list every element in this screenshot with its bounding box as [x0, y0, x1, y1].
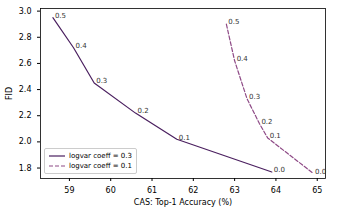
svg-text:0.1: 0.1 [179, 134, 190, 142]
svg-text:0.5: 0.5 [55, 12, 66, 20]
svg-text:0.0: 0.0 [315, 168, 326, 176]
svg-text:0.4: 0.4 [237, 55, 249, 63]
svg-text:0.2: 0.2 [261, 118, 272, 126]
svg-text:0.0: 0.0 [274, 166, 285, 174]
svg-text:65: 65 [312, 186, 322, 195]
svg-text:62: 62 [188, 186, 198, 195]
svg-text:1.8: 1.8 [19, 164, 32, 173]
svg-text:64: 64 [271, 186, 281, 195]
svg-text:3.0: 3.0 [19, 7, 32, 16]
svg-text:59: 59 [64, 186, 74, 195]
svg-text:FID: FID [5, 87, 14, 100]
html-text:logvar coeff = 0.3: logvar coeff = 0.3 [69, 152, 132, 160]
svg-text:2.0: 2.0 [19, 137, 32, 146]
svg-text:CAS: Top-1 Accuracy (%): CAS: Top-1 Accuracy (%) [134, 198, 232, 207]
svg-text:60: 60 [106, 186, 116, 195]
svg-text:0.2: 0.2 [138, 107, 149, 115]
svg-text:2.2: 2.2 [19, 111, 32, 120]
svg-text:2.6: 2.6 [19, 59, 32, 68]
svg-text:61: 61 [147, 186, 157, 195]
svg-text:0.3: 0.3 [249, 93, 260, 101]
svg-text:0.3: 0.3 [96, 77, 107, 85]
svg-text:63: 63 [230, 186, 240, 195]
svg-text:0.4: 0.4 [76, 42, 88, 50]
svg-text:0.1: 0.1 [270, 132, 281, 140]
html-text:logvar coeff = 0.1: logvar coeff = 0.1 [69, 162, 132, 170]
svg-text:2.8: 2.8 [19, 33, 32, 42]
svg-text:0.5: 0.5 [228, 18, 239, 26]
svg-text:2.4: 2.4 [19, 85, 32, 94]
